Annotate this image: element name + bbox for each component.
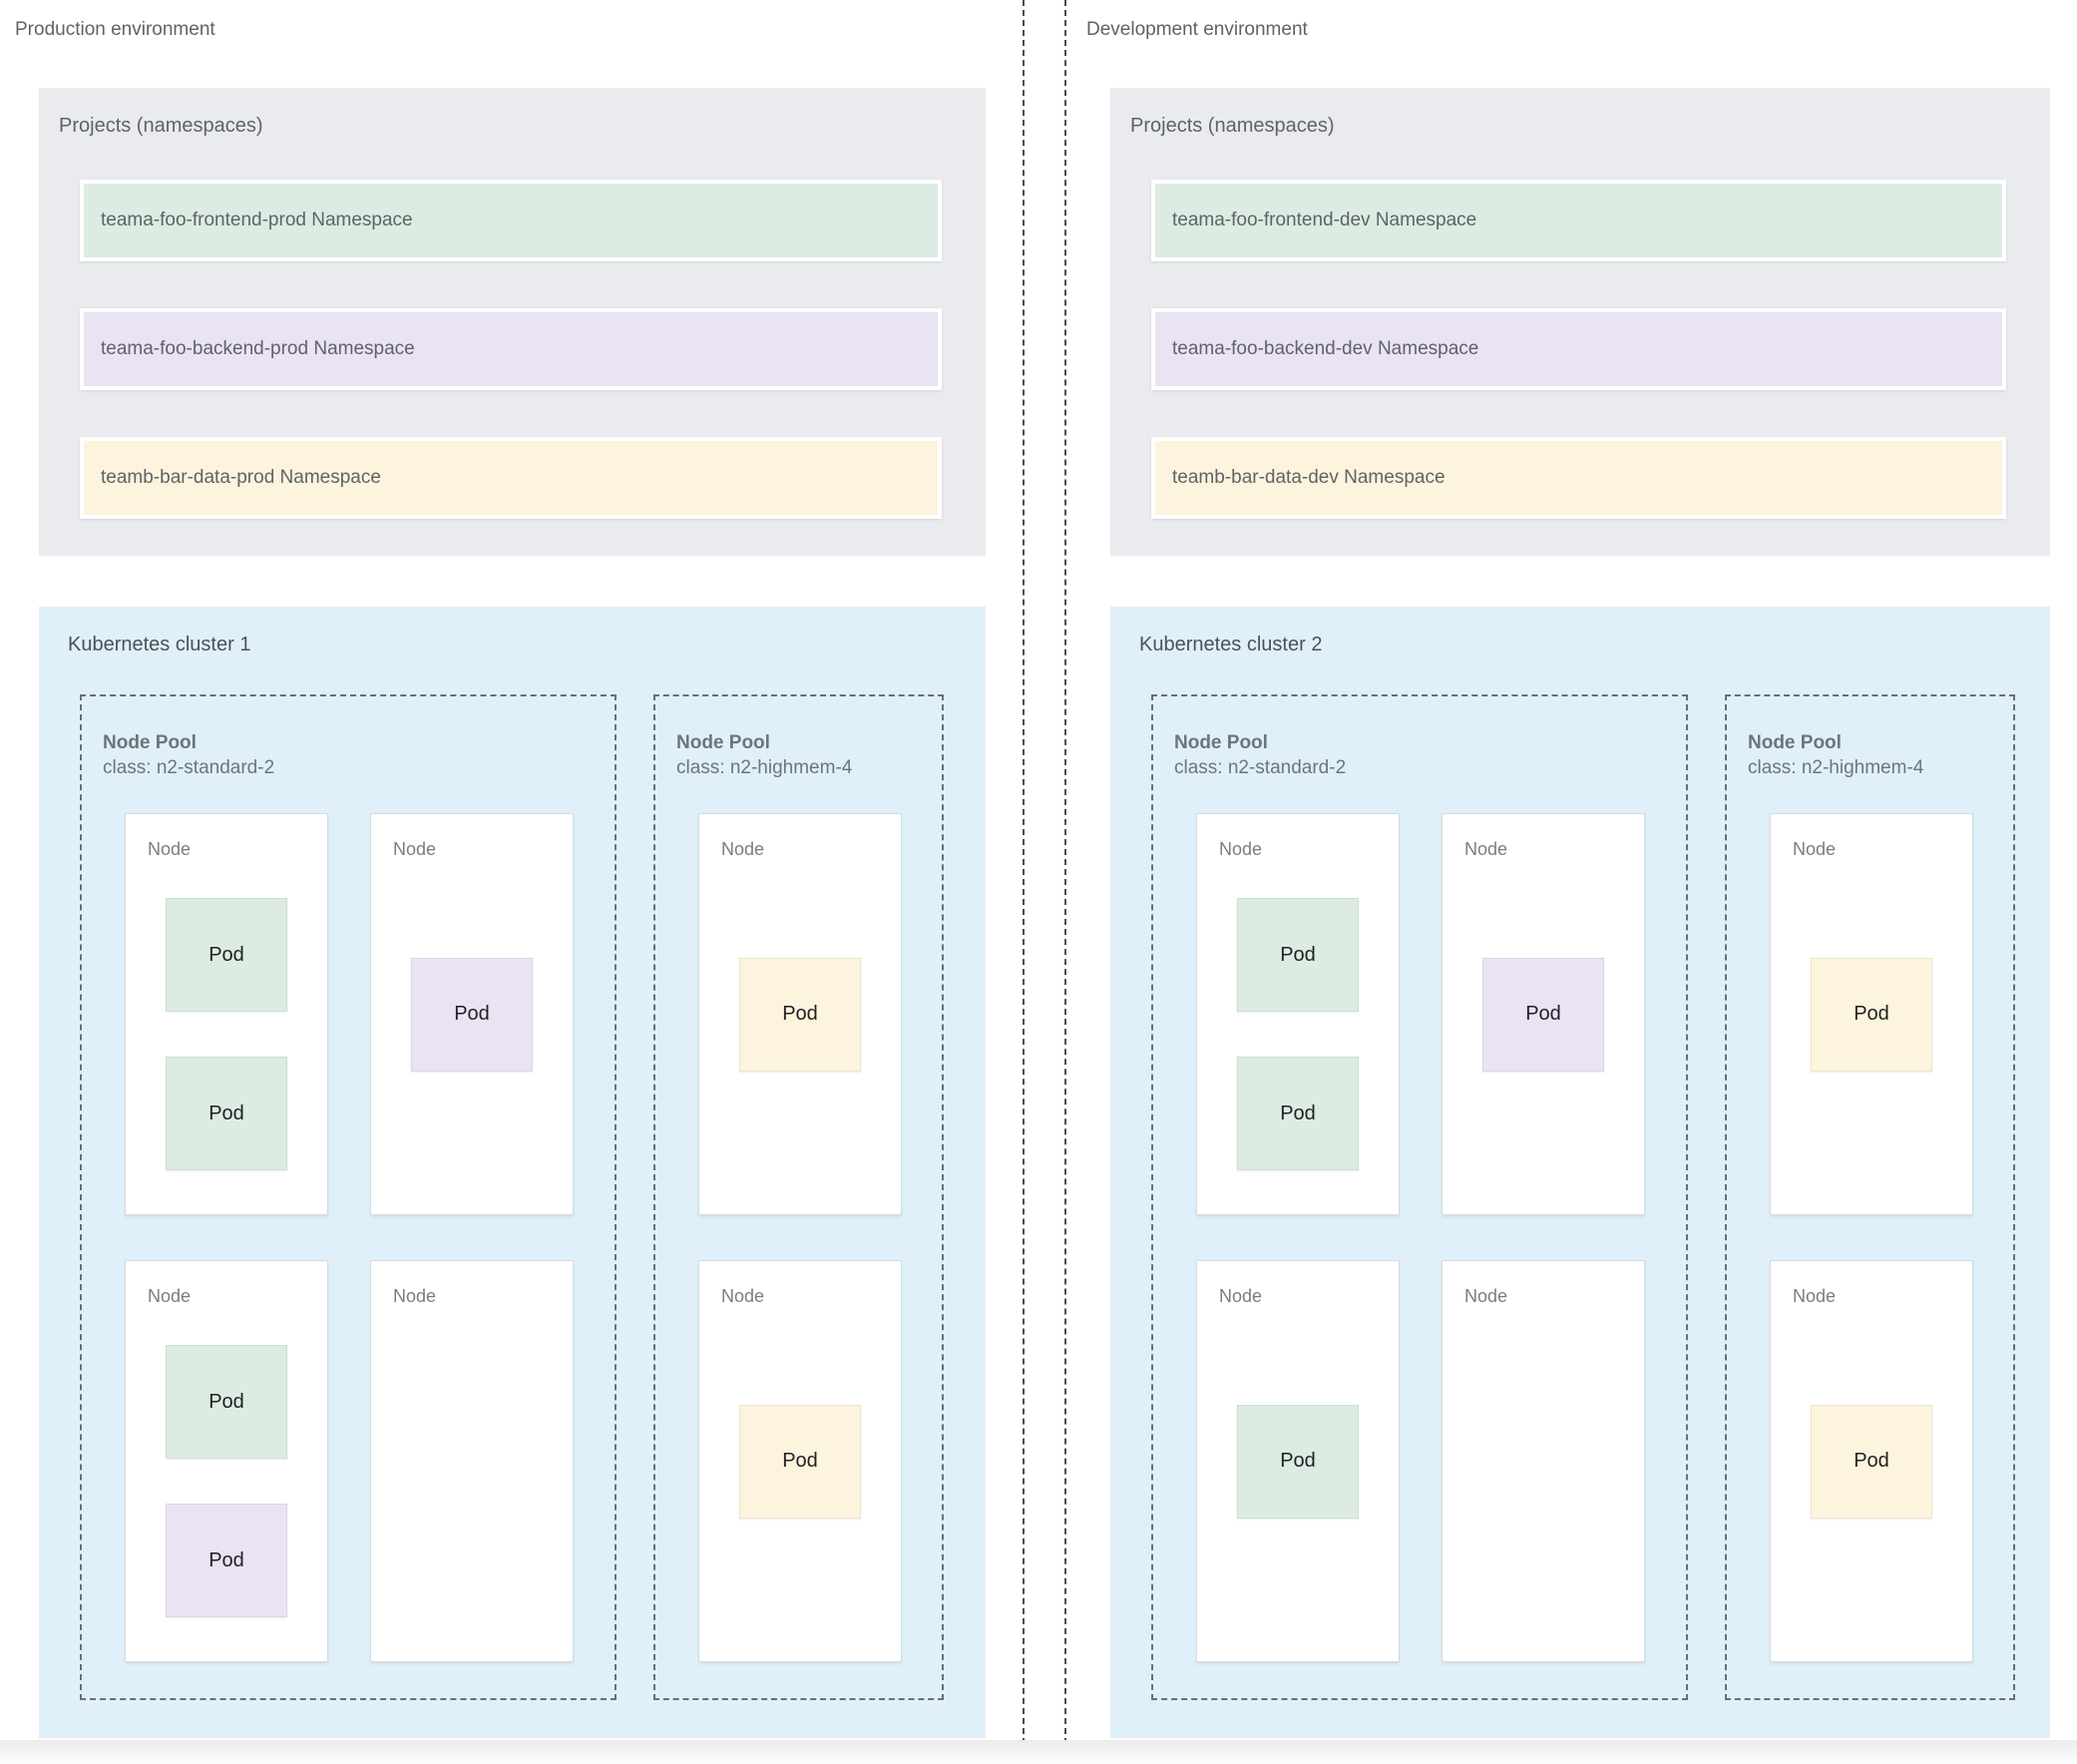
- bottom-strip: [0, 1740, 2077, 1764]
- node-pool: Node Pool class: n2-standard-2 Node Pod Pod N…: [1151, 694, 1688, 1700]
- pool-name: Node Pool: [676, 732, 770, 753]
- pod: Pod: [411, 957, 533, 1072]
- node: Node Pod Pod: [1196, 813, 1400, 1215]
- node-label: Node: [721, 839, 765, 859]
- pods: Pod Pod: [126, 898, 327, 1170]
- node-label: Node: [721, 1286, 765, 1306]
- namespace-bar: teama-foo-backend-prod Namespace: [80, 308, 942, 390]
- node: Node Pod: [1770, 1260, 1973, 1662]
- node-pool: Node Pool class: n2-highmem-4 Node Pod Node P…: [1725, 694, 2015, 1700]
- environment-label: Production environment: [15, 19, 215, 40]
- pod: Pod: [1482, 957, 1604, 1072]
- node-label: Node: [1219, 1286, 1263, 1306]
- node-label: Node: [148, 1286, 192, 1306]
- node: Node: [1442, 1260, 1645, 1662]
- pod: Pod: [1237, 898, 1359, 1012]
- node: Node Pod: [698, 813, 902, 1215]
- pods: Pod: [699, 1261, 901, 1661]
- projects-panel: Projects (namespaces) teama-foo-frontend-…: [39, 88, 986, 556]
- pods: Pod: [1197, 1261, 1399, 1661]
- namespace-label: teama-foo-backend-dev Namespace: [1172, 338, 1479, 359]
- pool-name: Node Pool: [1174, 732, 1268, 753]
- pod: Pod: [1811, 957, 1932, 1072]
- node-label: Node: [1793, 839, 1837, 859]
- node-label: Node: [1219, 839, 1263, 859]
- namespace-label: teama-foo-backend-prod Namespace: [101, 338, 415, 359]
- pool-machine-class: class: n2-highmem-4: [676, 757, 853, 778]
- pool-machine-class: class: n2-standard-2: [1174, 757, 1347, 778]
- pod: Pod: [739, 957, 861, 1072]
- pods: Pod Pod: [1197, 898, 1399, 1170]
- pool-machine-class: class: n2-standard-2: [103, 757, 275, 778]
- namespace-bar: teamb-bar-data-dev Namespace: [1151, 437, 2006, 519]
- namespace-bar: teama-foo-backend-dev Namespace: [1151, 308, 2006, 390]
- namespace-bar: teama-foo-frontend-dev Namespace: [1151, 180, 2006, 261]
- pool-title: Node Pool class: n2-highmem-4: [655, 730, 942, 780]
- namespace-label: teama-foo-frontend-prod Namespace: [101, 210, 413, 230]
- node: Node Pod: [1770, 813, 1973, 1215]
- node-grid: Node Pod Pod Node Pod Node Pod Node: [1196, 813, 1645, 1662]
- pod: Pod: [1237, 1057, 1359, 1170]
- pods: Pod: [1771, 814, 1972, 1214]
- cluster-title: Kubernetes cluster 1: [68, 634, 251, 656]
- node-label: Node: [393, 839, 437, 859]
- environment-label: Development environment: [1086, 19, 1308, 40]
- node: Node Pod Pod: [125, 1260, 328, 1662]
- pool-machine-class: class: n2-highmem-4: [1748, 757, 1924, 778]
- pod: Pod: [166, 1504, 287, 1617]
- environment-divider-line-1: [1023, 0, 1025, 1764]
- node-pools-row: Node Pool class: n2-standard-2 Node Pod Pod N…: [1110, 694, 2050, 1700]
- pod: Pod: [1811, 1404, 1932, 1519]
- environment-divider-line-2: [1064, 0, 1066, 1764]
- pods: Pod: [371, 814, 573, 1214]
- node-pool: Node Pool class: n2-highmem-4 Node Pod Node P…: [653, 694, 944, 1700]
- pod: Pod: [739, 1404, 861, 1519]
- pod: Pod: [1237, 1404, 1359, 1519]
- pool-name: Node Pool: [1748, 732, 1842, 753]
- node: Node Pod: [1442, 813, 1645, 1215]
- namespace-bar: teamb-bar-data-prod Namespace: [80, 437, 942, 519]
- node-grid: Node Pod Node Pod: [1770, 813, 1973, 1662]
- node-label: Node: [1464, 1286, 1508, 1306]
- node-label: Node: [1464, 839, 1508, 859]
- pods: Pod: [1771, 1261, 1972, 1661]
- namespace-bar: teama-foo-frontend-prod Namespace: [80, 180, 942, 261]
- cluster-panel: Kubernetes cluster 2 Node Pool class: n2-s…: [1110, 607, 2050, 1738]
- pods: Pod Pod: [126, 1345, 327, 1617]
- pool-name: Node Pool: [103, 732, 197, 753]
- node: Node Pod: [370, 813, 574, 1215]
- pods: Pod: [699, 814, 901, 1214]
- node-pool: Node Pool class: n2-standard-2 Node Pod Pod N…: [80, 694, 617, 1700]
- projects-title: Projects (namespaces): [1130, 115, 1335, 137]
- pod: Pod: [166, 1345, 287, 1459]
- pod: Pod: [166, 898, 287, 1012]
- namespace-label: teamb-bar-data-dev Namespace: [1172, 467, 1446, 488]
- node-grid: Node Pod Pod Node Pod Node Pod Pod Node: [125, 813, 574, 1662]
- projects-panel: Projects (namespaces) teama-foo-frontend-…: [1110, 88, 2050, 556]
- pool-title: Node Pool class: n2-standard-2: [82, 730, 615, 780]
- node-label: Node: [148, 839, 192, 859]
- namespace-label: teamb-bar-data-prod Namespace: [101, 467, 381, 488]
- cluster-title: Kubernetes cluster 2: [1139, 634, 1323, 656]
- projects-title: Projects (namespaces): [59, 115, 263, 137]
- node: Node Pod: [1196, 1260, 1400, 1662]
- pod: Pod: [166, 1057, 287, 1170]
- node-pools-row: Node Pool class: n2-standard-2 Node Pod Pod N…: [39, 694, 986, 1700]
- pool-title: Node Pool class: n2-standard-2: [1153, 730, 1686, 780]
- production-environment-section: Production environment Projects (namespac…: [15, 18, 986, 1738]
- node-label: Node: [1793, 1286, 1837, 1306]
- namespace-label: teama-foo-frontend-dev Namespace: [1172, 210, 1477, 230]
- node: Node Pod: [698, 1260, 902, 1662]
- node: Node Pod Pod: [125, 813, 328, 1215]
- cluster-panel: Kubernetes cluster 1 Node Pool class: n2-s…: [39, 607, 986, 1738]
- development-environment-section: Development environment Projects (namespa…: [1086, 18, 2050, 1738]
- node-grid: Node Pod Node Pod: [698, 813, 902, 1662]
- pool-title: Node Pool class: n2-highmem-4: [1727, 730, 2013, 780]
- node-label: Node: [393, 1286, 437, 1306]
- node: Node: [370, 1260, 574, 1662]
- pods: Pod: [1443, 814, 1644, 1214]
